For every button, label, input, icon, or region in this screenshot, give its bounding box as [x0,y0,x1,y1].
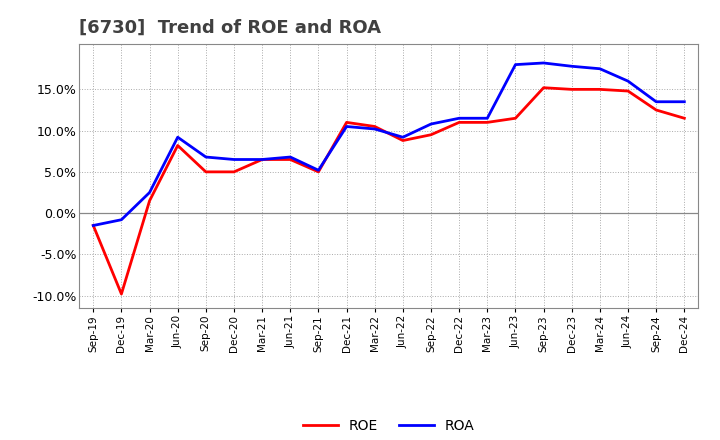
ROA [567,64,576,69]
ROE [370,124,379,129]
ROE [145,198,154,203]
ROE [652,107,660,113]
ROE [595,87,604,92]
ROE [286,157,294,162]
ROA [89,223,98,228]
ROA [117,217,126,222]
ROE [202,169,210,175]
ROA [174,135,182,140]
ROE [483,120,492,125]
ROE [258,157,266,162]
ROE [314,169,323,175]
ROA [145,190,154,195]
ROE [89,223,98,228]
ROA [539,60,548,66]
ROE [174,143,182,148]
ROA [511,62,520,67]
ROA [314,168,323,173]
ROA [680,99,688,104]
ROE [511,116,520,121]
Line: ROA: ROA [94,63,684,225]
ROE [427,132,436,137]
ROE [342,120,351,125]
ROA [230,157,238,162]
ROA [427,121,436,127]
ROA [595,66,604,71]
ROE [117,291,126,297]
ROA [652,99,660,104]
ROE [539,85,548,90]
ROA [202,154,210,160]
ROA [370,126,379,132]
ROA [258,157,266,162]
ROE [455,120,464,125]
ROE [624,88,632,94]
ROA [342,124,351,129]
ROA [399,135,408,140]
Line: ROE: ROE [94,88,684,294]
ROE [399,138,408,143]
ROA [624,78,632,84]
ROA [483,116,492,121]
ROA [455,116,464,121]
ROE [230,169,238,175]
ROE [567,87,576,92]
ROA [286,154,294,160]
Legend: ROE, ROA: ROE, ROA [297,413,480,438]
ROE [680,116,688,121]
Text: [6730]  Trend of ROE and ROA: [6730] Trend of ROE and ROA [79,19,381,37]
